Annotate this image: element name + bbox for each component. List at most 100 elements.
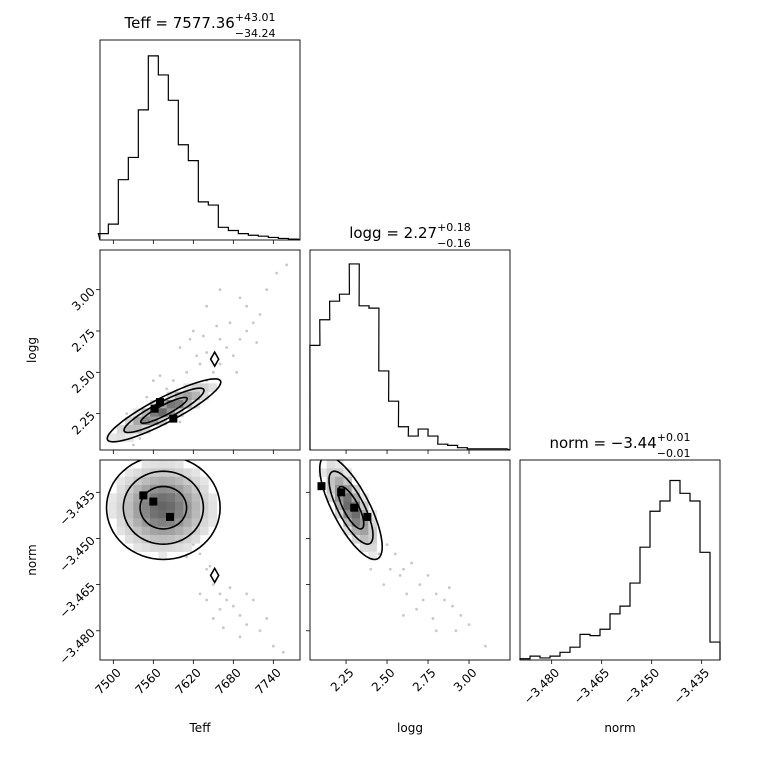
histogram-step-line [519, 479, 721, 660]
scatter-point [238, 337, 242, 341]
x-tick-label: 2.75 [410, 666, 439, 695]
density-cell [208, 501, 217, 511]
density-cell [368, 551, 377, 561]
density-panel-Teff-logg: 2.25 2.50 2.75 3.00 logg [25, 249, 301, 454]
histogram-bar [330, 301, 340, 450]
density-cell [158, 460, 167, 469]
density-cell [326, 476, 336, 486]
y-tick-label: −3.435 [57, 487, 98, 528]
scatter-point [211, 617, 215, 620]
scatter-point [178, 346, 182, 349]
histogram-bar [359, 306, 369, 450]
density-cell [191, 518, 201, 527]
density-cell [133, 543, 142, 552]
scatter-point [151, 379, 155, 382]
density-cell [183, 493, 192, 502]
scatter-point [205, 351, 209, 354]
density-cell [116, 485, 126, 494]
density-cell [343, 518, 352, 527]
scatter-point [434, 592, 438, 596]
histogram-bar [418, 429, 428, 450]
y-tick-label: 2.75 [69, 326, 98, 355]
scatter-point [225, 598, 229, 602]
density-cell [141, 526, 151, 536]
scatter-point [434, 629, 438, 633]
density-cell [141, 510, 151, 519]
histogram-bar [680, 493, 690, 660]
density-cell [158, 468, 167, 477]
density-cell [200, 526, 209, 536]
scatter-point [426, 573, 430, 577]
histogram-bar [580, 634, 590, 660]
histogram-bar [208, 205, 218, 240]
density-cell [141, 468, 151, 477]
density-cell [343, 468, 352, 477]
density-cell [183, 510, 192, 519]
density-peak [169, 414, 178, 423]
scatter-point [231, 354, 235, 358]
axes-frame [309, 459, 511, 661]
scatter-point [454, 629, 458, 633]
histogram-step-line [309, 263, 511, 451]
density-cell [175, 400, 184, 409]
density-cell [125, 476, 134, 486]
density-cell [343, 526, 352, 536]
title-lower-error: −0.01 [657, 447, 691, 460]
panel-content [317, 460, 487, 648]
density-cell [141, 476, 151, 486]
histogram-bar [710, 642, 720, 660]
density-cell [175, 501, 184, 511]
density-peak [149, 497, 158, 506]
density-cell [208, 493, 217, 502]
scatter-point [195, 354, 199, 358]
density-cell [166, 493, 176, 502]
scatter-point [218, 607, 222, 611]
density-cell [116, 526, 126, 536]
density-contour [105, 460, 221, 561]
density-cell [183, 526, 192, 536]
density-cell [133, 485, 142, 494]
density-cell [158, 510, 167, 519]
density-cell [125, 425, 134, 434]
density-cell [166, 501, 176, 511]
density-cell [191, 468, 201, 477]
x-axis-label: norm [604, 721, 635, 735]
scatter-point [410, 561, 414, 565]
density-peak [150, 404, 159, 413]
density-cell [141, 408, 151, 417]
scatter-point [245, 623, 249, 627]
histogram-Teff: Teff = 7577.36+43.01−34.24 [97, 11, 301, 244]
density-cell [183, 535, 192, 544]
scatter-point [211, 370, 215, 374]
density-cell [141, 543, 151, 552]
histogram-bar [178, 145, 188, 240]
density-panel-logg-norm: 2.25 2.50 2.75 3.00 logg [306, 459, 511, 735]
density-cell [326, 460, 336, 469]
histogram-bar [138, 110, 148, 240]
density-peak [337, 488, 346, 497]
density-cell [183, 543, 192, 552]
scatter-point [245, 329, 249, 333]
density-cell [343, 501, 352, 511]
density-cell [166, 526, 176, 536]
x-tick-label: 2.25 [328, 666, 357, 695]
density-cell [133, 510, 142, 519]
title-lower-error: −34.24 [235, 27, 276, 40]
density-cell [141, 501, 151, 511]
scatter-point [228, 321, 232, 325]
axes-frame [99, 459, 301, 661]
density-cell [175, 391, 184, 401]
histogram-bar [228, 230, 238, 240]
density-cell [116, 493, 126, 502]
scatter-point [251, 321, 255, 325]
y-tick-label: 2.25 [69, 409, 98, 438]
scatter-point [451, 604, 455, 608]
density-cell [191, 493, 201, 502]
density-cell [175, 485, 184, 494]
histogram-bar [128, 157, 138, 240]
x-axis-label: Teff [189, 721, 212, 735]
density-cell [351, 518, 361, 527]
density-contour [328, 470, 374, 546]
density-cell [351, 535, 361, 544]
